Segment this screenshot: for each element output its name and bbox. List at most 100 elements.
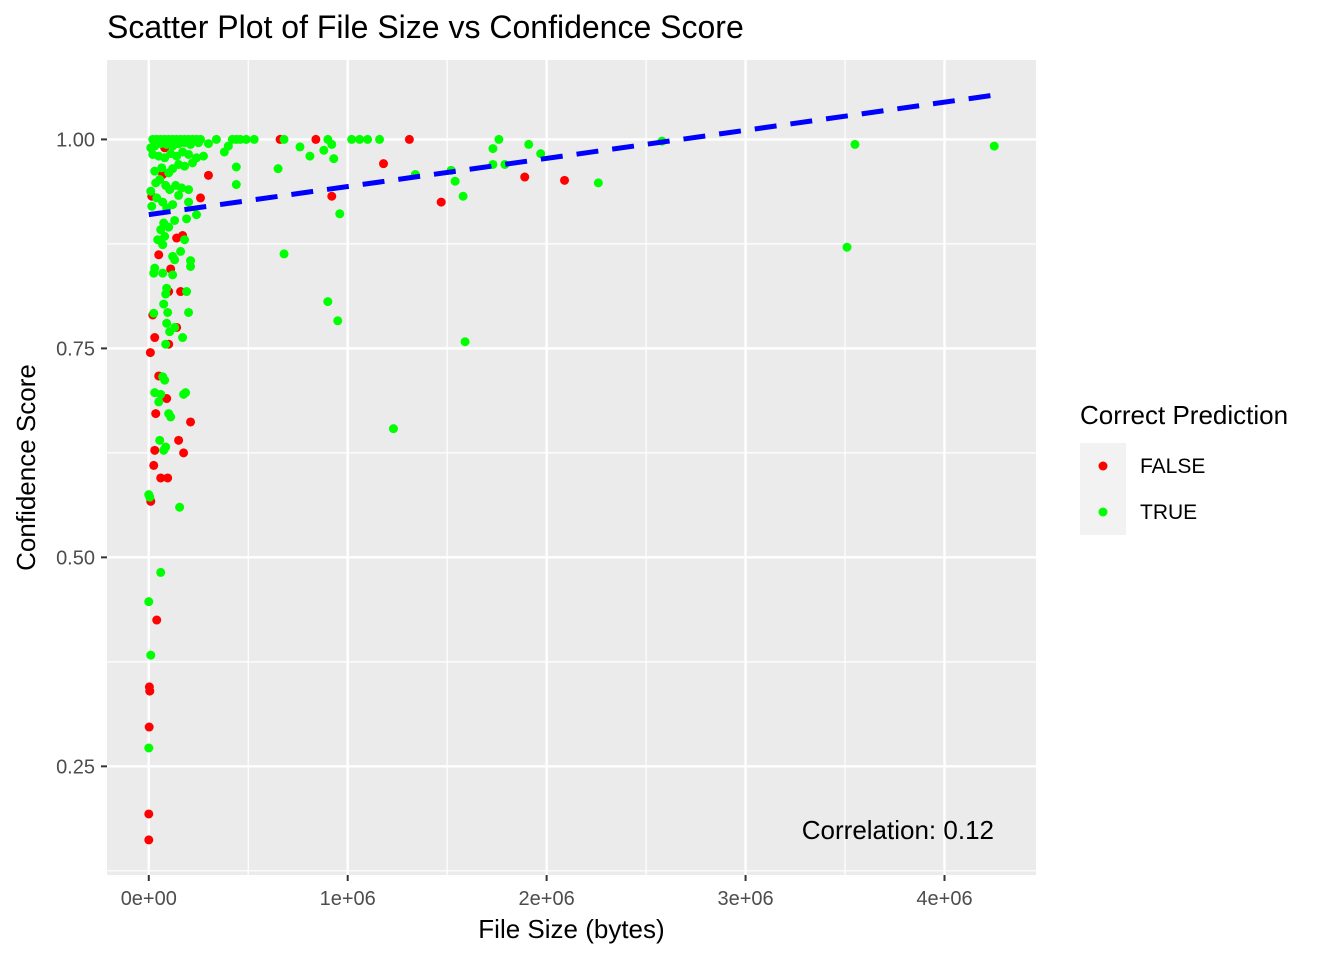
point-true [329, 154, 339, 164]
point-false [163, 473, 173, 483]
point-true [593, 178, 603, 188]
point-true [231, 162, 241, 172]
point-true [158, 372, 168, 382]
point-false [404, 134, 414, 144]
point-true [159, 299, 169, 309]
point-true [155, 435, 165, 445]
correlation-annotation: Correlation: 0.12 [802, 815, 994, 845]
point-true [170, 215, 180, 225]
y-tick-label: 0.25 [56, 756, 95, 778]
point-true [842, 242, 852, 252]
y-axis-title: Confidence Score [11, 364, 41, 571]
point-true [150, 263, 160, 273]
point-true [156, 567, 166, 577]
point-true [170, 255, 180, 265]
point-false [560, 175, 570, 185]
x-axis-ticks: 0e+00 1e+06 2e+06 3e+06 4e+06 [121, 875, 973, 910]
point-true [165, 327, 175, 337]
point-true [186, 256, 196, 266]
point-true [223, 141, 233, 151]
y-tick-label: 0.75 [56, 338, 95, 360]
point-true [155, 175, 165, 185]
point-true [178, 333, 188, 343]
y-tick-label: 1.00 [56, 129, 95, 151]
point-true [161, 442, 171, 452]
point-true [182, 287, 192, 297]
point-true [363, 134, 373, 144]
point-true [168, 200, 178, 210]
point-true [279, 134, 289, 144]
point-true [163, 307, 173, 317]
point-true [157, 163, 167, 173]
point-true [177, 183, 187, 193]
legend-label-true: TRUE [1140, 501, 1197, 524]
point-true [184, 185, 194, 195]
point-true [536, 149, 546, 159]
point-false [436, 197, 446, 207]
y-axis-ticks: 0.25 0.50 0.75 1.00 [56, 129, 107, 778]
point-false [149, 460, 159, 470]
point-true [176, 246, 186, 256]
point-true [195, 134, 205, 144]
point-true [184, 149, 194, 159]
point-true [355, 134, 365, 144]
point-true [279, 249, 289, 259]
point-false [327, 191, 337, 201]
legend-title: Correct Prediction [1080, 400, 1288, 430]
point-true [144, 490, 154, 500]
point-false [144, 722, 154, 732]
point-true [144, 743, 154, 753]
point-true [160, 231, 170, 241]
point-true [184, 197, 194, 207]
point-false [203, 170, 213, 180]
point-false [154, 250, 164, 260]
point-true [458, 191, 468, 201]
point-false [156, 473, 166, 483]
point-false [150, 445, 160, 455]
point-true [450, 176, 460, 186]
point-true [149, 308, 159, 318]
point-true [241, 134, 251, 144]
y-tick-label: 0.50 [56, 547, 95, 569]
point-true [488, 144, 498, 154]
point-true [184, 307, 194, 317]
point-true [335, 209, 345, 219]
point-false [186, 417, 196, 427]
x-tick-label: 0e+00 [121, 888, 177, 910]
point-true [231, 180, 241, 190]
point-false [195, 193, 205, 203]
point-true [150, 166, 160, 176]
point-true [164, 409, 174, 419]
point-true [181, 388, 191, 398]
point-true [203, 139, 213, 149]
point-true [192, 153, 202, 163]
x-tick-label: 2e+06 [519, 888, 575, 910]
point-true [850, 139, 860, 149]
x-tick-label: 1e+06 [320, 888, 376, 910]
point-true [158, 240, 168, 250]
point-false [152, 615, 162, 625]
point-false [151, 409, 161, 419]
point-false [145, 348, 155, 358]
point-true [323, 297, 333, 307]
point-true [494, 134, 504, 144]
chart-title: Scatter Plot of File Size vs Confidence … [107, 9, 744, 45]
point-true [182, 214, 192, 224]
point-true [273, 164, 283, 174]
point-false [520, 172, 530, 182]
point-true [192, 210, 202, 220]
x-axis-title: File Size (bytes) [478, 914, 664, 944]
point-true [180, 235, 190, 245]
point-false [311, 134, 321, 144]
point-false [179, 448, 189, 458]
legend: Correct Prediction FALSE TRUE [1080, 400, 1288, 535]
point-false [174, 435, 184, 445]
major-gridlines [107, 60, 1036, 875]
point-true [175, 502, 185, 512]
point-false [144, 835, 154, 845]
legend-key-false [1098, 461, 1108, 471]
point-true [164, 222, 174, 232]
point-true [168, 270, 178, 280]
point-true [162, 283, 172, 293]
